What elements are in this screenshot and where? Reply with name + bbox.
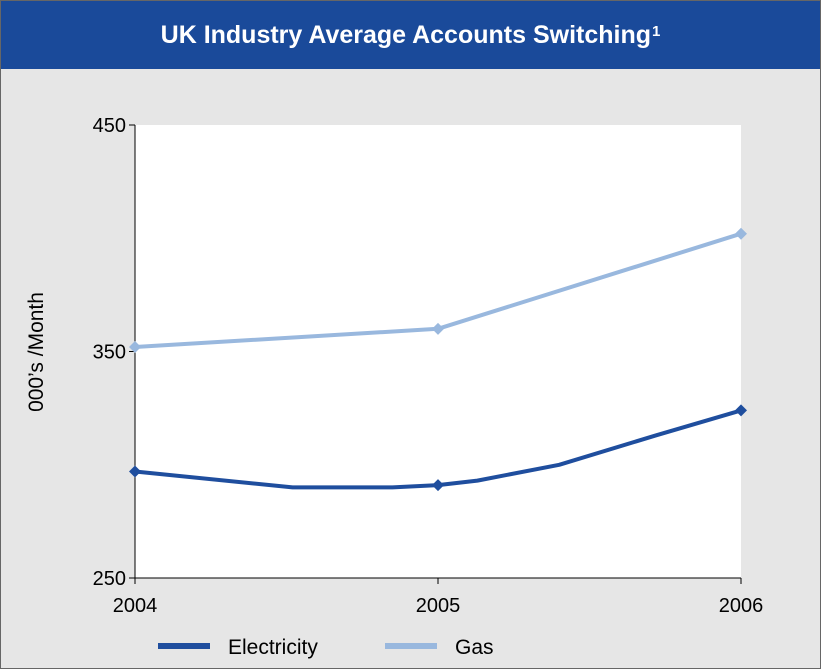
electricity-legend-label: Electricity [228,636,318,659]
electricity-data-point [432,479,444,492]
electricity-series-line [133,408,743,490]
x-tick-label: 2004 [113,595,158,617]
footnote-marker: 1 [652,22,661,40]
gas-data-point [432,322,444,335]
electricity-data-point [129,465,141,478]
chart-title-bar: UK Industry Average Accounts Switching 1 [1,1,820,69]
y-tick-label: 450 [93,115,126,137]
y-axis-label: 000’s /Month [25,292,48,412]
plot-area [135,125,741,578]
x-tick-label: 2005 [416,595,461,617]
chart-title: UK Industry Average Accounts Switching [160,20,651,49]
gas-data-point [735,227,747,240]
y-tick-label: 350 [93,342,126,364]
gas-legend-label: Gas [455,636,494,659]
electricity-data-point [735,404,747,417]
gas-data-point [129,340,141,353]
x-tick-label: 2006 [719,595,764,617]
y-tick-label: 250 [93,568,126,590]
